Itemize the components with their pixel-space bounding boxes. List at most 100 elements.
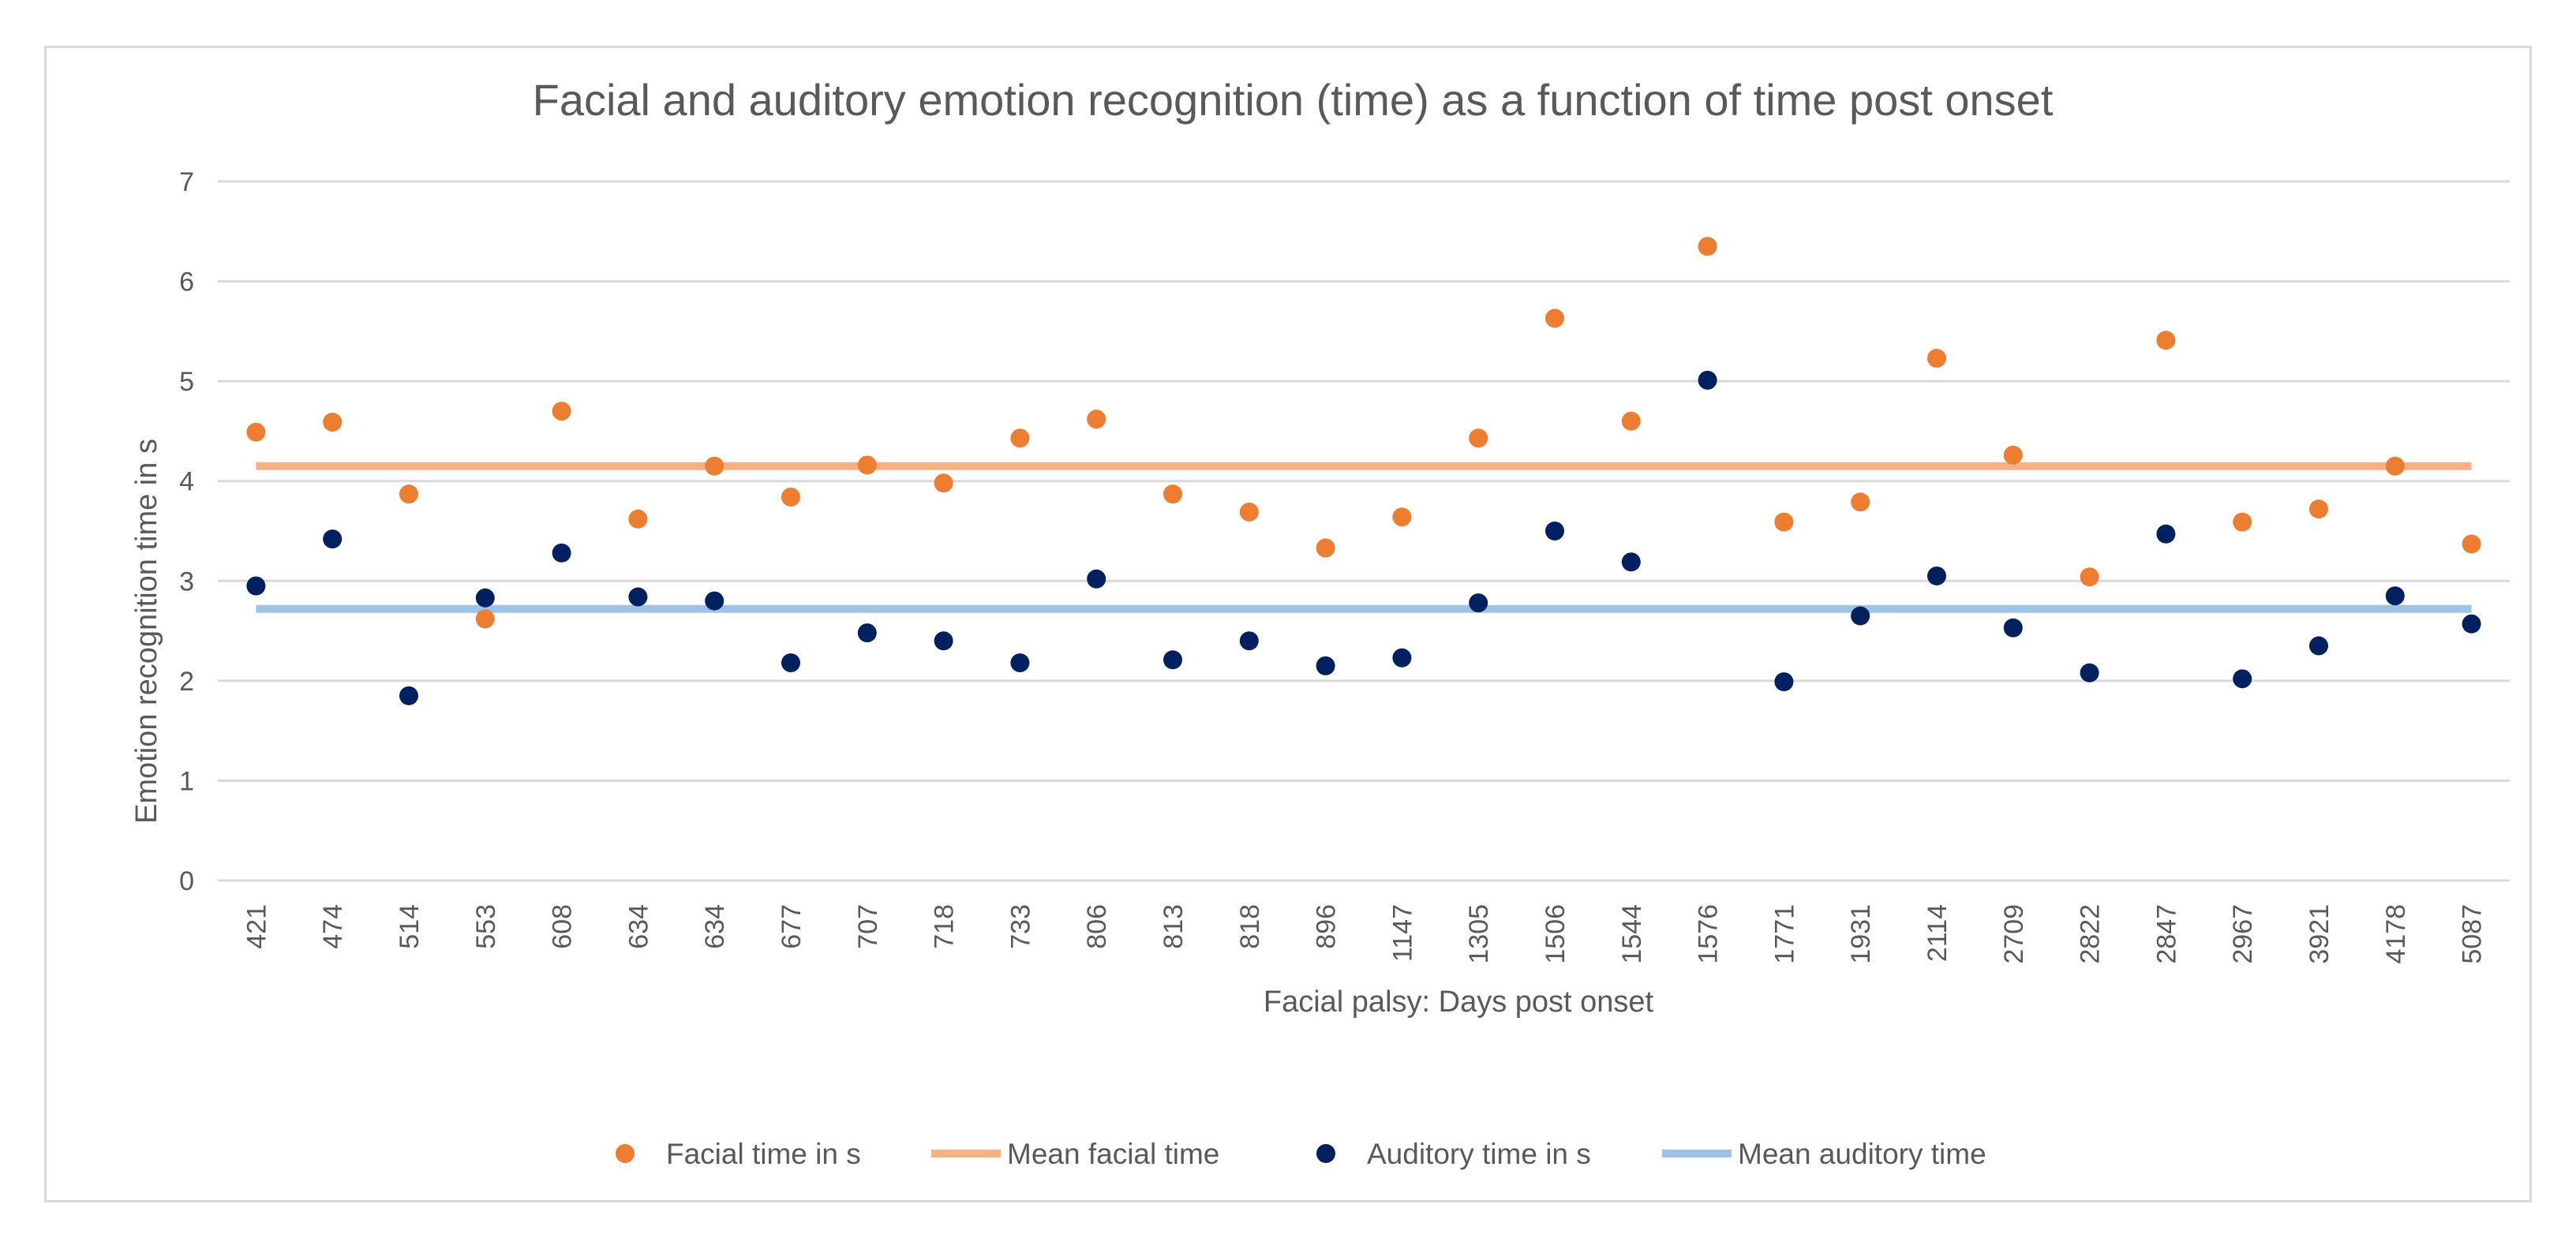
- point-auditory-time-in-s: [2233, 669, 2252, 689]
- x-tick-label: 1576: [1694, 904, 1724, 964]
- legend-label-facial-time-in-s: Facial time in s: [666, 1138, 861, 1170]
- point-facial-time-in-s: [2309, 499, 2328, 519]
- x-tick-label: 1544: [1617, 904, 1647, 964]
- point-facial-time-in-s: [1010, 428, 1030, 448]
- point-facial-time-in-s: [2385, 456, 2405, 476]
- point-facial-time-in-s: [2156, 331, 2176, 350]
- x-tick-label: 1305: [1464, 904, 1494, 964]
- point-facial-time-in-s: [1621, 411, 1641, 431]
- point-facial-time-in-s: [1239, 502, 1259, 522]
- point-auditory-time-in-s: [1087, 569, 1106, 589]
- point-auditory-time-in-s: [323, 529, 343, 549]
- x-tick-label: 421: [242, 904, 271, 949]
- y-tick-label: 3: [179, 567, 194, 596]
- x-tick-label: 806: [1082, 904, 1112, 949]
- point-facial-time-in-s: [1927, 349, 1946, 368]
- point-auditory-time-in-s: [246, 576, 266, 596]
- x-tick-label: 707: [853, 904, 883, 949]
- legend-label-mean-auditory-time: Mean auditory time: [1738, 1138, 1986, 1170]
- point-auditory-time-in-s: [1469, 593, 1488, 613]
- x-tick-label: 1147: [1387, 904, 1417, 962]
- x-tick-label: 4178: [2381, 904, 2411, 964]
- y-tick-label: 2: [179, 667, 194, 697]
- point-auditory-time-in-s: [934, 631, 953, 651]
- chart-title: Facial and auditory emotion recognition …: [533, 75, 2054, 125]
- x-tick-label: 2847: [2151, 904, 2181, 964]
- point-facial-time-in-s: [2233, 512, 2252, 532]
- y-tick-label: 4: [179, 467, 194, 497]
- point-facial-time-in-s: [781, 487, 800, 507]
- x-axis-label: Facial palsy: Days post onset: [1264, 985, 1654, 1019]
- series-layer: [246, 237, 2481, 705]
- x-tick-label: 1506: [1541, 904, 1571, 964]
- point-auditory-time-in-s: [1698, 370, 1717, 390]
- point-auditory-time-in-s: [552, 543, 571, 563]
- x-tick-label: 634: [700, 904, 730, 949]
- point-auditory-time-in-s: [475, 588, 495, 608]
- y-tick-label: 1: [179, 766, 194, 796]
- x-tick-label: 634: [623, 904, 653, 949]
- x-axis-ticks: 421 474 514 553 608 634 634 677 707 718 733 806 813 8…: [242, 904, 2487, 964]
- legend-label-mean-facial-time: Mean facial time: [1007, 1138, 1219, 1170]
- legend: Facial time in s Mean facial time Auditory…: [616, 1138, 1986, 1170]
- point-auditory-time-in-s: [1392, 648, 1412, 667]
- point-auditory-time-in-s: [2080, 663, 2099, 682]
- point-auditory-time-in-s: [1927, 566, 1946, 585]
- point-auditory-time-in-s: [2385, 586, 2405, 606]
- x-tick-label: 1771: [1769, 904, 1799, 964]
- legend-label-auditory-time-in-s: Auditory time in s: [1367, 1138, 1591, 1170]
- point-auditory-time-in-s: [1621, 552, 1641, 572]
- point-auditory-time-in-s: [1316, 656, 1335, 675]
- y-tick-label: 0: [179, 866, 194, 896]
- x-tick-label: 514: [395, 904, 425, 949]
- x-tick-label: 2114: [1923, 904, 1953, 962]
- x-tick-label: 718: [930, 904, 960, 949]
- point-facial-time-in-s: [1851, 492, 1870, 512]
- x-tick-label: 2967: [2228, 904, 2258, 964]
- legend-marker-auditory-time-in-s: [1316, 1144, 1335, 1163]
- point-facial-time-in-s: [399, 484, 418, 504]
- point-auditory-time-in-s: [857, 623, 877, 643]
- point-facial-time-in-s: [552, 402, 571, 421]
- point-facial-time-in-s: [2462, 534, 2481, 554]
- point-facial-time-in-s: [475, 609, 495, 629]
- gridlines: [218, 180, 2510, 882]
- x-tick-label: 813: [1159, 904, 1189, 949]
- y-axis-label: Emotion recognition time in s: [130, 439, 163, 824]
- point-facial-time-in-s: [1392, 507, 1412, 527]
- x-tick-label: 3921: [2305, 904, 2334, 964]
- point-auditory-time-in-s: [1239, 631, 1259, 651]
- point-auditory-time-in-s: [2156, 524, 2176, 544]
- point-facial-time-in-s: [1469, 428, 1488, 448]
- x-tick-label: 733: [1005, 904, 1035, 949]
- point-auditory-time-in-s: [1163, 650, 1182, 670]
- point-facial-time-in-s: [934, 473, 953, 493]
- point-auditory-time-in-s: [1010, 653, 1030, 673]
- point-auditory-time-in-s: [2462, 614, 2481, 634]
- x-tick-label: 2709: [1999, 904, 2029, 964]
- point-facial-time-in-s: [857, 455, 877, 475]
- point-facial-time-in-s: [1087, 409, 1106, 429]
- x-tick-label: 1931: [1846, 904, 1876, 964]
- legend-marker-facial-time-in-s: [616, 1144, 635, 1163]
- point-facial-time-in-s: [705, 456, 724, 476]
- point-auditory-time-in-s: [1851, 606, 1870, 626]
- point-auditory-time-in-s: [2309, 636, 2328, 656]
- point-facial-time-in-s: [628, 509, 648, 529]
- point-facial-time-in-s: [1163, 484, 1182, 504]
- x-tick-label: 553: [471, 904, 501, 949]
- point-facial-time-in-s: [2003, 445, 2023, 465]
- x-tick-label: 608: [548, 904, 578, 949]
- point-auditory-time-in-s: [781, 653, 800, 673]
- point-facial-time-in-s: [1698, 237, 1717, 256]
- point-auditory-time-in-s: [2003, 618, 2023, 638]
- x-tick-label: 818: [1235, 904, 1265, 949]
- point-facial-time-in-s: [323, 413, 343, 432]
- x-tick-label: 2822: [2076, 904, 2106, 964]
- x-tick-label: 5087: [2458, 904, 2488, 964]
- y-tick-label: 5: [179, 367, 194, 397]
- point-auditory-time-in-s: [1545, 522, 1564, 540]
- chart-frame: [44, 46, 2532, 1202]
- x-tick-label: 896: [1312, 904, 1342, 949]
